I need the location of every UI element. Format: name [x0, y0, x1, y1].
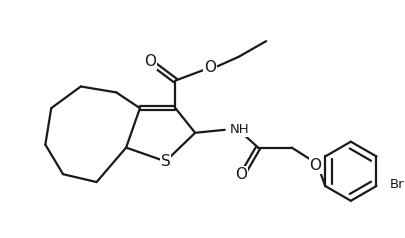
Text: Br: Br	[389, 178, 404, 191]
Text: NH: NH	[229, 123, 249, 136]
Text: O: O	[309, 158, 321, 173]
Text: O: O	[235, 167, 247, 182]
Text: S: S	[160, 154, 170, 169]
Text: O: O	[143, 54, 156, 69]
Text: O: O	[203, 60, 215, 75]
